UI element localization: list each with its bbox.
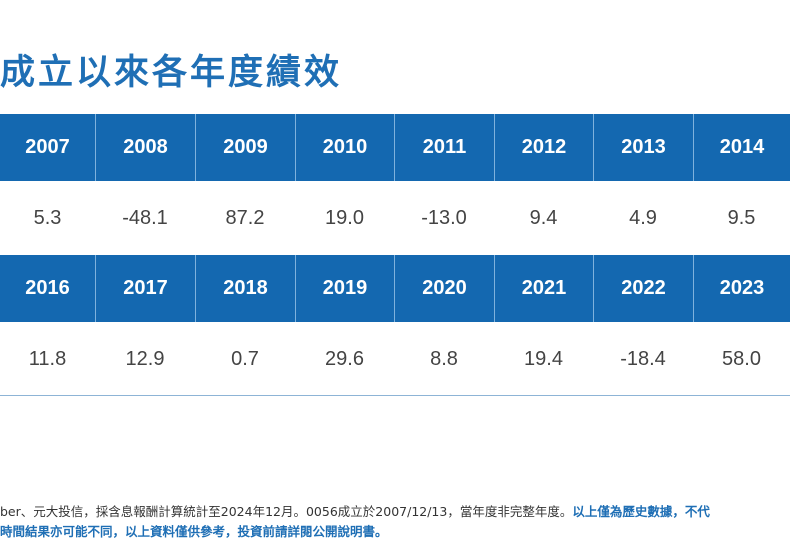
table1-year-cell: 2013 [593, 114, 693, 181]
page-title: 成立以來各年度績效 [0, 53, 343, 93]
table1-year-cell: 2008 [95, 114, 195, 181]
table1-year-cell: 2007 [25, 136, 70, 158]
table2-value-cell: 0.7 [231, 347, 259, 370]
table2-year-cell: 2017 [95, 255, 195, 322]
table-bottom-rule [0, 395, 790, 396]
table1-value-cell: -13.0 [421, 206, 467, 229]
table2-year-cell: 2022 [593, 255, 693, 322]
table2-year-cell: 2019 [295, 255, 394, 322]
table1-value-cell: 4.9 [629, 206, 657, 229]
table2-value-cell: 11.8 [28, 347, 67, 370]
table1-value-cell: -48.1 [122, 206, 168, 229]
table2-year-cell: 2021 [494, 255, 593, 322]
table2-value-cell: 29.6 [325, 347, 364, 370]
footnote-line-1: ber、元大投信，採含息報酬計算統計至2024年12月。0056成立於2007/… [0, 501, 790, 520]
table2-year-cell: 2018 [195, 255, 295, 322]
table2-value-cell: -18.4 [620, 347, 666, 370]
table1-year-cell: 2009 [195, 114, 295, 181]
table1-value-cell: 5.3 [33, 206, 62, 229]
table1-header-row: 2007 2008 2009 2010 2011 2012 2013 2014 [0, 114, 790, 181]
table1-value-cell: 9.5 [727, 206, 756, 229]
table2-value-cell: 58.0 [722, 347, 761, 370]
table1-value-cell: 19.0 [325, 206, 364, 229]
table2-header-row: 2016 2017 2018 2019 2020 2021 2022 2023 [0, 255, 790, 322]
table1-year-cell: 2012 [494, 114, 593, 181]
footnote-source-text: ber、元大投信，採含息報酬計算統計至2024年12月。0056成立於2007/… [0, 504, 573, 519]
table2-year-cell: 2016 [25, 277, 70, 299]
table2-year-cell: 2020 [394, 255, 494, 322]
footnote-disclaimer-highlight: 以上僅為歷史數據，不代 [572, 504, 710, 519]
table2-value-cell: 12.9 [125, 347, 165, 370]
table1-value-row: 5.3 -48.1 87.2 19.0 -13.0 9.4 4.9 9.5 [0, 181, 790, 255]
table1-year-cell: 2010 [295, 114, 394, 181]
table1-year-cell: 2014 [693, 114, 790, 181]
table1-value-cell: 87.2 [225, 206, 265, 229]
table1-value-cell: 9.4 [529, 206, 558, 229]
table2-value-cell: 8.8 [430, 347, 458, 370]
table2-year-cell: 2023 [693, 255, 790, 322]
table2-value-cell: 19.4 [524, 347, 563, 370]
table1-year-cell: 2011 [394, 114, 494, 181]
table2-value-row: 11.8 12.9 0.7 29.6 8.8 19.4 -18.4 58.0 [0, 322, 790, 396]
footnote-line-2: 時間結果亦可能不同，以上資料僅供參考，投資前請詳閱公開說明書。 [0, 524, 388, 539]
